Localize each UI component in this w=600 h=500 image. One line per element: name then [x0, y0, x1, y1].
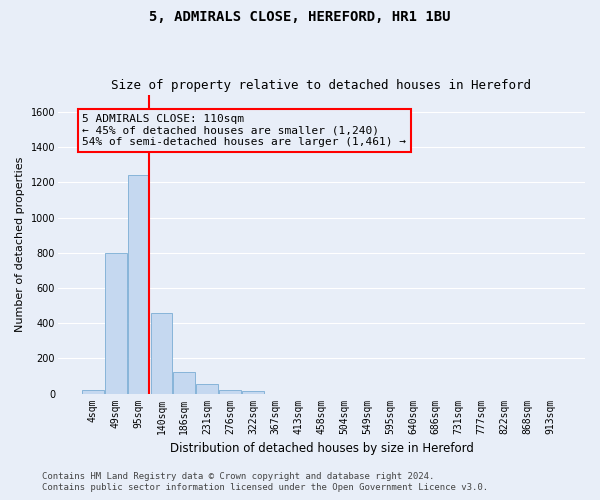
Text: 5, ADMIRALS CLOSE, HEREFORD, HR1 1BU: 5, ADMIRALS CLOSE, HEREFORD, HR1 1BU	[149, 10, 451, 24]
Bar	[242, 392, 264, 394]
Text: 5 ADMIRALS CLOSE: 110sqm
← 45% of detached houses are smaller (1,240)
54% of sem: 5 ADMIRALS CLOSE: 110sqm ← 45% of detach…	[82, 114, 406, 147]
Bar	[219, 390, 241, 394]
Y-axis label: Number of detached properties: Number of detached properties	[15, 156, 25, 332]
Title: Size of property relative to detached houses in Hereford: Size of property relative to detached ho…	[112, 79, 532, 92]
X-axis label: Distribution of detached houses by size in Hereford: Distribution of detached houses by size …	[170, 442, 473, 455]
Bar	[151, 312, 172, 394]
Text: Contains HM Land Registry data © Crown copyright and database right 2024.
Contai: Contains HM Land Registry data © Crown c…	[42, 472, 488, 492]
Bar	[196, 384, 218, 394]
Bar	[105, 253, 127, 394]
Bar	[128, 176, 149, 394]
Bar	[173, 372, 195, 394]
Bar	[82, 390, 104, 394]
